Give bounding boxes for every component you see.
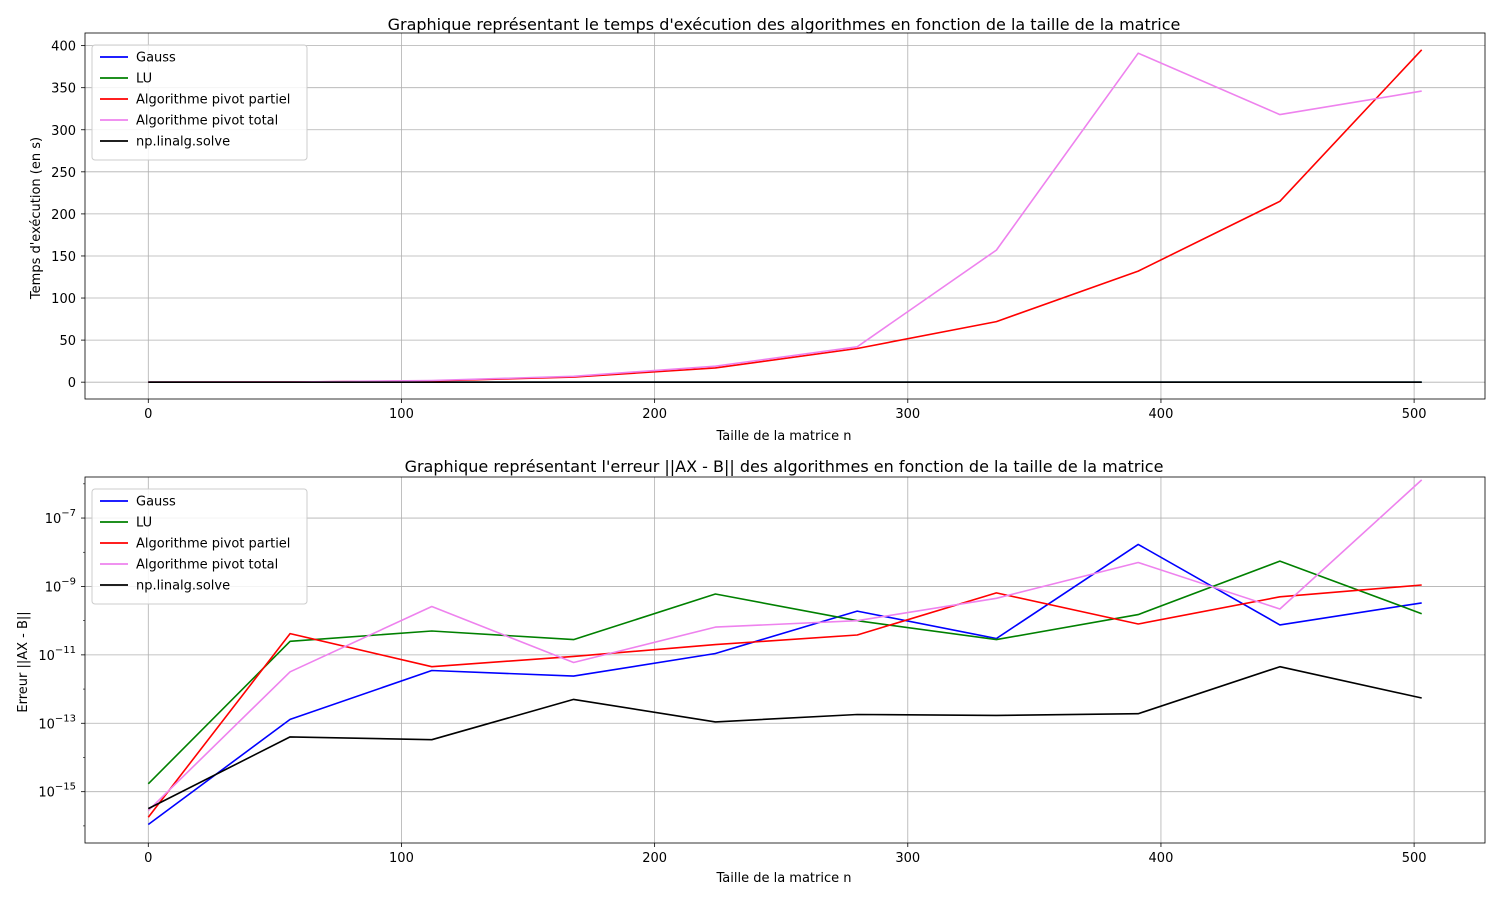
legend-box — [91, 488, 308, 605]
x-tick-label: 100 — [389, 851, 414, 866]
series-line-np-linalg-solve — [147, 665, 1422, 810]
x-tick-label: 100 — [389, 407, 414, 422]
error-chart: Graphique représentant l'erreur ||AX - B… — [16, 457, 1486, 886]
x-tick-labels: 0 100 200 300 400 500 — [144, 399, 1427, 422]
y-tick-label: 150 — [51, 250, 76, 265]
y-tick-label: 300 — [51, 124, 76, 139]
x-tick-label: 200 — [642, 407, 667, 422]
execution-time-chart: Graphique représentant le temps d'exécut… — [29, 15, 1486, 444]
legend: Gauss LU Algorithme pivot partiel Algorithm… — [91, 488, 308, 605]
series-line-algorithme-pivot-total — [147, 479, 1423, 812]
series-line-algorithme-pivot-partiel — [147, 584, 1422, 818]
x-axis-label: Taille de la matrice n — [715, 871, 851, 886]
chart-title: Graphique représentant le temps d'exécut… — [388, 15, 1181, 34]
legend-label: Algorithme pivot total — [136, 114, 278, 129]
x-tick-label: 500 — [1402, 851, 1427, 866]
legend-label: np.linalg.solve — [136, 579, 230, 594]
y-tick-label: 50 — [59, 334, 76, 349]
y-tick-label: 10−11 — [38, 645, 76, 664]
gridlines — [85, 33, 1485, 399]
y-axis-label: Temps d'exécution (en s) — [29, 137, 44, 300]
plot-frame — [84, 32, 1486, 400]
x-tick-label: 400 — [1149, 407, 1174, 422]
gridlines — [85, 477, 1485, 843]
x-tick-label: 500 — [1402, 407, 1427, 422]
legend-box — [91, 44, 308, 161]
legend-label: Algorithme pivot partiel — [136, 93, 290, 108]
x-tick-label: 0 — [144, 851, 152, 866]
y-axis-label: Erreur ||AX - B|| — [16, 611, 31, 712]
x-tick-label: 200 — [642, 851, 667, 866]
series-line-algorithme-pivot-partiel — [148, 49, 1423, 384]
y-tick-label: 100 — [51, 292, 76, 307]
legend-label: Algorithme pivot total — [136, 558, 278, 573]
y-tick-label: 10−15 — [38, 782, 76, 801]
y-tick-label: 350 — [51, 82, 76, 97]
legend-label: Gauss — [136, 495, 176, 510]
series-line-algorithme-pivot-total — [148, 52, 1422, 384]
x-tick-labels: 0 100 200 300 400 500 — [144, 843, 1427, 866]
x-axis-label: Taille de la matrice n — [715, 429, 851, 444]
x-tick-label: 300 — [895, 851, 920, 866]
x-tick-label: 400 — [1149, 851, 1174, 866]
series-line-gauss — [147, 543, 1422, 826]
y-tick-label: 250 — [51, 166, 76, 181]
y-tick-labels: 0 50 100 150 200 250 300 350 400 — [51, 40, 85, 391]
y-tick-label: 400 — [51, 40, 76, 55]
x-tick-label: 300 — [895, 407, 920, 422]
series-line-lu — [147, 560, 1422, 785]
y-tick-label: 200 — [51, 208, 76, 223]
plot-frame — [84, 476, 1486, 844]
y-tick-label: 10−7 — [45, 508, 76, 527]
legend-label: LU — [136, 516, 152, 531]
series-lines — [148, 49, 1423, 384]
legend-label: np.linalg.solve — [136, 135, 230, 150]
y-tick-label: 0 — [68, 376, 76, 391]
y-tick-label: 10−13 — [38, 713, 76, 732]
y-tick-label: 10−9 — [45, 576, 76, 595]
legend-label: LU — [136, 72, 152, 87]
legend: Gauss LU Algorithme pivot partiel Algorithm… — [91, 44, 308, 161]
legend-label: Gauss — [136, 51, 176, 66]
series-lines — [147, 479, 1423, 826]
y-tick-labels: 10−15 10−13 10−11 10−9 10−7 — [38, 483, 85, 827]
chart-title: Graphique représentant l'erreur ||AX - B… — [405, 457, 1164, 476]
legend-label: Algorithme pivot partiel — [136, 537, 290, 552]
x-tick-label: 0 — [144, 407, 152, 422]
